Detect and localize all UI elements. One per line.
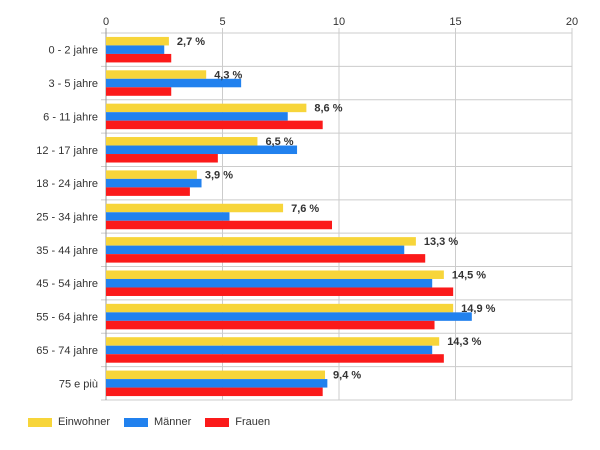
x-axis-ticks: 0 5 10 15 20: [103, 16, 578, 28]
legend: Einwohner Männer Frauen: [28, 416, 284, 428]
bar-frauen: [106, 287, 454, 296]
data-label: 8,6 %: [314, 103, 342, 115]
bar-mnner: [106, 212, 230, 221]
category-label: 6 - 11 jahre: [43, 111, 98, 123]
bar-frauen: [106, 53, 172, 63]
bar-mnner: [106, 245, 405, 255]
legend-swatch-frauen: [205, 417, 230, 427]
bar-einwohner: [106, 337, 440, 346]
legend-label-frauen: Frauen: [235, 416, 271, 428]
bar-einwohner: [106, 370, 326, 380]
bar-einwohner: [106, 36, 169, 46]
bar-frauen: [106, 354, 444, 363]
bar-einwohner: [106, 103, 307, 113]
data-label: 3,9 %: [205, 169, 233, 181]
bar-mnner: [106, 312, 472, 321]
data-label: 7,6 %: [291, 203, 319, 215]
bar-frauen: [106, 187, 190, 196]
bar-frauen: [106, 320, 435, 330]
bar-einwohner: [106, 203, 284, 213]
bar-einwohner: [106, 303, 454, 313]
legend-item-einwohner: Einwohner: [28, 416, 110, 428]
legend-label-einwohner: Einwohner: [58, 416, 110, 428]
bar-einwohner: [106, 70, 207, 79]
bar-einwohner: [106, 170, 197, 179]
category-label: 25 - 34 jahre: [36, 212, 98, 224]
x-tick-label: 15: [449, 16, 461, 28]
bar-mnner: [106, 145, 298, 155]
data-label: 14,9 %: [461, 303, 495, 315]
category-labels: 0 - 2 jahre 3 - 5 jahre 6 - 11 jahre 12 - 1…: [36, 45, 98, 391]
bar-einwohner: [106, 270, 444, 279]
bar-mnner: [106, 112, 288, 121]
bar-frauen: [106, 387, 323, 397]
category-label: 18 - 24 jahre: [36, 178, 98, 190]
category-label: 3 - 5 jahre: [48, 78, 98, 90]
bar-frauen: [106, 254, 426, 263]
bar-mnner: [106, 178, 202, 188]
bar-mnner: [106, 278, 433, 288]
bar-einwohner: [106, 137, 258, 146]
bar-mnner: [106, 78, 242, 88]
category-label: 45 - 54 jahre: [36, 278, 98, 290]
x-tick-label: 0: [103, 16, 109, 28]
data-label: 9,4 %: [333, 370, 361, 382]
category-label: 55 - 64 jahre: [36, 312, 98, 324]
category-label: 12 - 17 jahre: [36, 145, 98, 157]
x-tick-label: 10: [333, 16, 345, 28]
category-label: 35 - 44 jahre: [36, 245, 98, 257]
data-label: 6,5 %: [265, 136, 293, 148]
bar-mnner: [106, 45, 165, 54]
bar-einwohner: [106, 237, 416, 246]
x-tick-label: 20: [566, 16, 578, 28]
legend-swatch-maenner: [123, 417, 148, 427]
data-labels: 2,7 % 4,3 % 8,6 % 6,5 % 3,9 % 7,6 % 13,3 % 14,5…: [177, 36, 496, 382]
legend-item-frauen: Frauen: [205, 416, 270, 428]
bar-frauen: [106, 154, 218, 163]
legend-item-maenner: Männer: [123, 416, 192, 428]
category-label: 0 - 2 jahre: [48, 45, 98, 57]
bar-frauen: [106, 220, 333, 230]
bar-frauen: [106, 87, 172, 96]
data-label: 14,5 %: [452, 269, 486, 281]
data-label: 13,3 %: [424, 236, 458, 248]
legend-swatch-einwohner: [28, 417, 52, 427]
bar-mnner: [106, 345, 433, 355]
data-label: 4,3 %: [214, 69, 242, 81]
category-label: 65 - 74 jahre: [36, 345, 98, 357]
legend-label-maenner: Männer: [153, 416, 192, 428]
category-label: 75 e più: [59, 378, 98, 390]
x-tick-label: 5: [219, 16, 225, 28]
data-label: 14,3 %: [447, 336, 481, 348]
bar-mnner: [106, 379, 328, 388]
bar-frauen: [106, 120, 323, 130]
bars: [106, 36, 472, 397]
data-label: 2,7 %: [177, 36, 205, 48]
